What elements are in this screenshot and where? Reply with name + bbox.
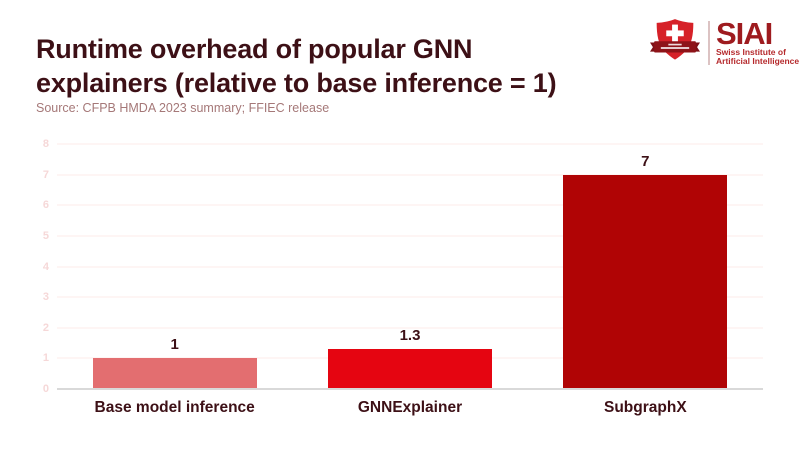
chart-title-line-2: explainers (relative to base inference =… bbox=[36, 68, 557, 99]
x-category-label: SubgraphX bbox=[603, 399, 687, 416]
bar-group-base-model-inference: 1 Base model inference bbox=[57, 144, 292, 416]
bars-row: 1 Base model inference 1.3 GNNExplainer 7 Sub… bbox=[57, 144, 763, 416]
y-tick-label: 7 bbox=[42, 168, 49, 181]
y-tick-label: 3 bbox=[42, 291, 49, 304]
x-category-label: GNNExplainer bbox=[357, 399, 463, 416]
gridline bbox=[57, 296, 763, 298]
gridline bbox=[57, 235, 763, 237]
gridline bbox=[57, 143, 763, 145]
y-tick-label: 4 bbox=[42, 260, 49, 273]
gridline bbox=[57, 266, 763, 267]
y-tick-label: 0 bbox=[42, 383, 49, 395]
bar-value-label: 1.3 bbox=[399, 327, 421, 345]
bar-value-label: 7 bbox=[641, 152, 650, 170]
bar-subgraphx bbox=[563, 174, 728, 389]
bar-base-model-inference bbox=[92, 358, 257, 389]
logo-divider bbox=[708, 20, 710, 65]
gridline bbox=[57, 174, 763, 176]
y-tick-label: 6 bbox=[42, 199, 49, 212]
bar-gnnexplainer bbox=[327, 349, 492, 389]
gridline bbox=[57, 204, 763, 206]
gridline bbox=[57, 327, 763, 329]
y-tick-label: 2 bbox=[42, 321, 49, 334]
logo-text: SIAI Swiss Institute of Artificial Intel… bbox=[716, 15, 800, 67]
logo-subtitle-line-2: Artificial Intelligence bbox=[716, 56, 800, 66]
swiss-shield-cross-ribbon-icon bbox=[650, 16, 700, 69]
source-caption: Source: CFPB HMDA 2023 summary; FFIEC re… bbox=[36, 101, 330, 115]
chart-title-line-1: Runtime overhead of popular GNN bbox=[36, 34, 473, 65]
logo-subtitle-line-1: Swiss Institute of bbox=[716, 46, 786, 57]
x-category-label: Base model inference bbox=[94, 399, 255, 416]
y-tick-label: 1 bbox=[42, 352, 49, 365]
bar-value-label: 1 bbox=[170, 336, 179, 354]
x-axis-baseline bbox=[57, 388, 763, 390]
plot-area: 1 Base model inference 1.3 GNNExplainer 7 Sub… bbox=[43, 138, 763, 416]
logo-acronym: SIAI bbox=[716, 15, 773, 51]
y-tick-label: 8 bbox=[42, 138, 49, 150]
bar-group-subgraphx: 7 SubgraphX bbox=[528, 144, 763, 416]
y-tick-label: 5 bbox=[42, 229, 49, 242]
chart-title: Runtime overhead of popular GNN explaine… bbox=[36, 32, 676, 100]
siai-logo: SIAI Swiss Institute of Artificial Intel… bbox=[650, 16, 799, 69]
bar-group-gnnexplainer: 1.3 GNNExplainer bbox=[292, 144, 527, 416]
